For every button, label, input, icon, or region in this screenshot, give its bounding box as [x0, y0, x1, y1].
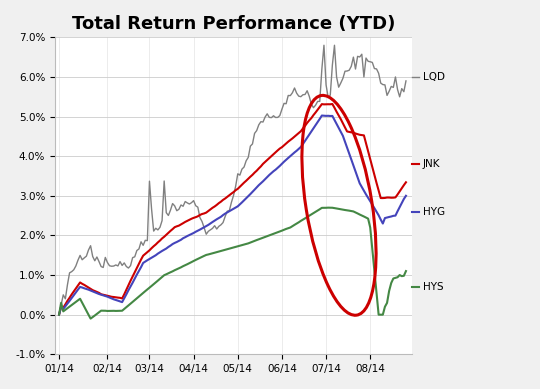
Text: HYS: HYS — [423, 282, 443, 292]
Title: Total Return Performance (YTD): Total Return Performance (YTD) — [72, 15, 395, 33]
Text: LQD: LQD — [423, 72, 445, 82]
Text: HYG: HYG — [423, 207, 445, 217]
Text: JNK: JNK — [423, 159, 440, 169]
